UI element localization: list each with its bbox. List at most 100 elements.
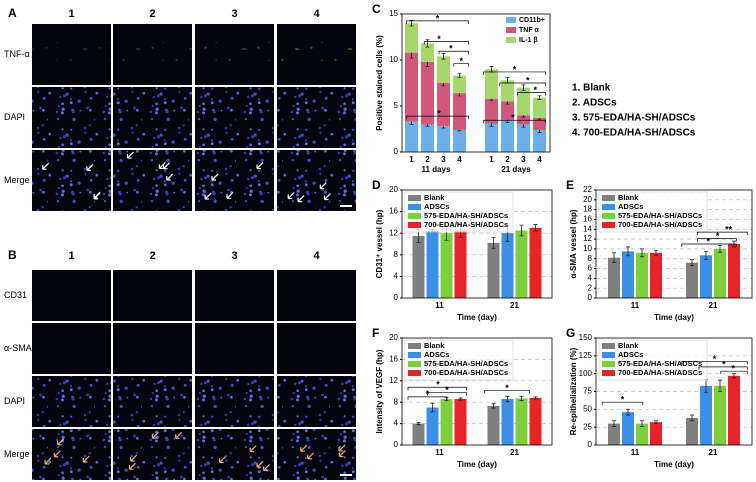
plot-frame — [401, 189, 553, 299]
arrow — [307, 452, 315, 460]
column-label: 1 — [68, 250, 74, 262]
arrow — [53, 450, 61, 458]
significance-bracket — [427, 392, 467, 396]
panel-letter: E — [566, 178, 574, 192]
x-tick-label: 1 — [409, 155, 414, 164]
bar — [440, 233, 453, 298]
significance-label: * — [437, 34, 441, 44]
bar-segment — [437, 83, 450, 127]
y-axis-label: Intensity of VEGF (hp) — [375, 349, 384, 433]
bar — [529, 397, 542, 445]
y-tick-label: 20 — [389, 185, 398, 194]
plot-frame — [401, 337, 553, 446]
y-tick-label: 4 — [394, 419, 399, 428]
significance-bracket — [453, 63, 469, 67]
micrograph — [32, 323, 111, 374]
error-bar — [612, 252, 616, 264]
legend-label: 700-EDA/HA-SH/ADSCs — [424, 220, 508, 229]
y-tick-label: 6 — [588, 264, 593, 273]
micrograph — [195, 323, 274, 374]
error-bar — [519, 395, 524, 401]
micrograph-texture — [277, 24, 356, 85]
bar — [426, 230, 439, 298]
bar-segment — [517, 87, 530, 116]
error-bar — [425, 39, 430, 48]
arrow — [130, 454, 138, 462]
y-tick-label: 50 — [583, 404, 592, 413]
legend-swatch — [602, 195, 615, 201]
y-tick-label: 0 — [394, 440, 399, 449]
error-bar — [491, 403, 496, 409]
significance-bracket — [697, 238, 737, 242]
y-tick-label: 18 — [583, 205, 592, 214]
bar-segment — [517, 124, 530, 152]
x-axis-label: Time (day) — [654, 460, 694, 469]
bar — [650, 252, 662, 298]
x-tick-label: 21 — [510, 301, 519, 310]
bar-segment — [453, 129, 466, 152]
legend-swatch — [408, 213, 421, 219]
arrow — [323, 193, 332, 201]
column-label: 2 — [149, 250, 155, 262]
arrow — [42, 162, 50, 170]
y-tick-label: 25 — [583, 422, 592, 431]
bar — [454, 398, 467, 445]
significance-bracket — [423, 41, 469, 45]
significance-label: * — [732, 364, 736, 374]
group-label: 11 days — [422, 165, 451, 174]
micrograph-texture — [277, 376, 356, 427]
arrow — [211, 173, 219, 181]
legend-label: ADSCs — [618, 202, 643, 211]
legend-label: 700-EDA/HA-SH/ADSCs — [618, 368, 702, 377]
bar-segment — [421, 43, 434, 62]
significance-label: * — [621, 395, 625, 405]
legend-label: 575-EDA/HA-SH/ADSCs — [424, 211, 508, 220]
error-bar — [718, 245, 722, 253]
bar-segment — [485, 123, 498, 152]
error-bar — [519, 224, 524, 237]
x-axis-label: Time (day) — [457, 460, 497, 469]
arrow — [300, 444, 308, 452]
x-tick-label: 11 — [631, 448, 640, 457]
arrow — [219, 456, 227, 464]
row-label: Merge — [4, 175, 30, 185]
significance-bracket — [681, 361, 748, 365]
micrograph-texture — [195, 429, 274, 480]
significance-label: * — [449, 44, 453, 54]
legend-swatch — [408, 343, 421, 349]
micrograph-texture — [32, 376, 111, 427]
error-bar — [458, 397, 463, 401]
legend-label: Blank — [618, 193, 639, 202]
micrograph-texture — [113, 150, 192, 211]
micrograph-texture — [277, 87, 356, 148]
significance-label: * — [713, 354, 717, 364]
panel-letter: A — [8, 6, 17, 20]
arrow — [82, 455, 90, 463]
legend-frame — [404, 339, 514, 381]
error-bar — [441, 53, 446, 60]
x-tick-label: 4 — [457, 155, 462, 164]
plot-frame — [401, 13, 551, 153]
legend-label: Blank — [618, 341, 639, 350]
column-label: 4 — [313, 250, 320, 262]
arrow — [175, 431, 183, 439]
error-bar — [690, 259, 694, 266]
error-bar — [491, 237, 496, 249]
y-tick-label: 4 — [394, 272, 399, 281]
bar-segment — [533, 97, 546, 118]
significance-label: * — [526, 75, 530, 85]
error-bar — [533, 396, 538, 400]
y-tick-label: 8 — [588, 254, 593, 263]
y-tick-label: 10 — [583, 244, 592, 253]
significance-bracket — [681, 243, 737, 247]
bar-segment — [485, 69, 498, 99]
bar — [700, 255, 712, 298]
bar-segment — [405, 23, 418, 53]
bar-segment — [501, 101, 514, 120]
bar — [454, 230, 467, 298]
error-bar — [537, 95, 542, 100]
bar-segment — [533, 129, 546, 152]
arrow — [128, 462, 136, 470]
y-tick-label: 4 — [588, 273, 593, 282]
